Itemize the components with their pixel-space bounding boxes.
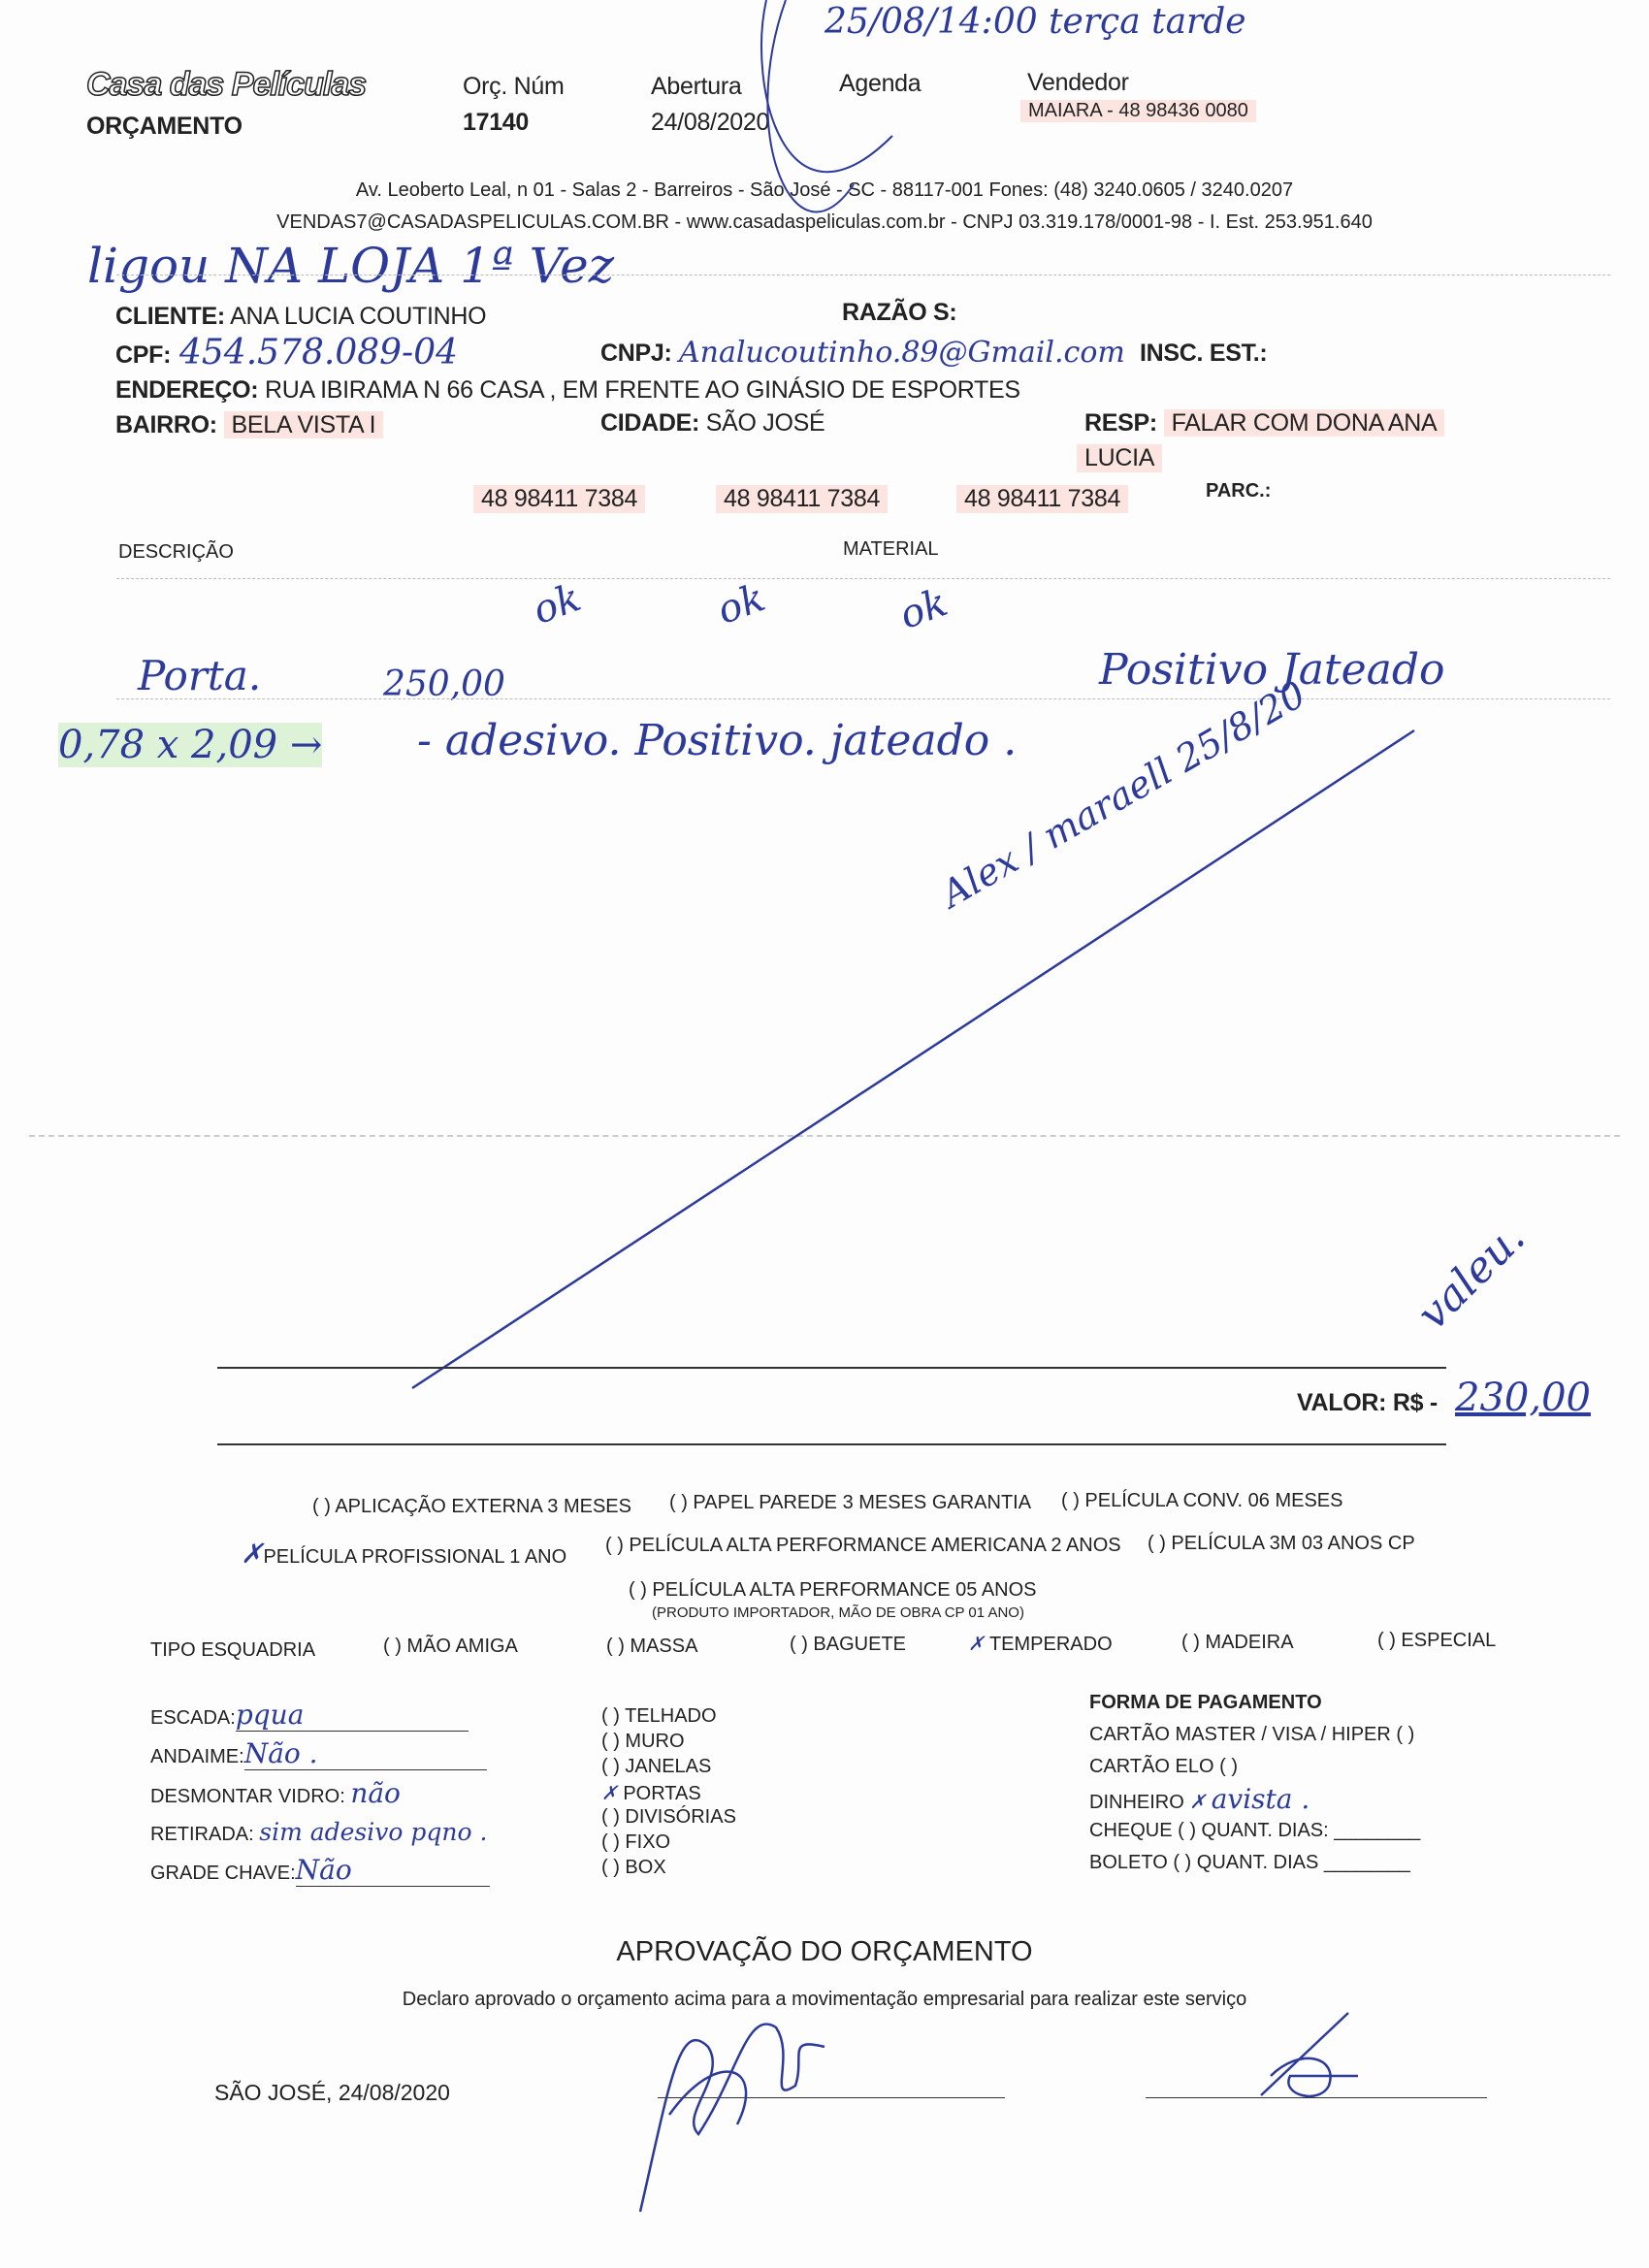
pagamento-cartao-master[interactable]: CARTÃO MASTER / VISA / HIPER ( ) [1089,1724,1415,1745]
escada-field: ESCADA:pqua [150,1700,469,1734]
orc-num-value: 17140 [463,109,530,136]
client-signature-line [658,2097,1005,2098]
bairro-field: BAIRRO: BELA VISTA I [115,411,384,439]
razao-label: RAZÃO S: [842,299,957,326]
item-price: 250,00 [383,664,505,704]
pagamento-cheque[interactable]: CHEQUE ( ) QUANT. DIAS: ________ [1089,1820,1421,1841]
abertura-value: 24/08/2020 [651,109,770,136]
valor-label: VALOR: R$ - [1297,1389,1438,1416]
divider [116,578,1610,579]
corner-mark: valeu. [1407,1213,1536,1340]
material-header: MATERIAL [843,538,939,560]
esquadria-temperado[interactable]: ✗ TEMPERADO [968,1632,1113,1655]
andaime-field: ANDAIME:Não . [150,1738,487,1773]
local-fixo[interactable]: ( ) FIXO [601,1831,671,1853]
esquadria-mao-amiga[interactable]: ( ) MÃO AMIGA [383,1636,518,1657]
local-janelas[interactable]: ( ) JANELAS [601,1756,712,1777]
option-pelicula-profissional[interactable]: ✗PELÍCULA PROFISSIONAL 1 ANO [241,1538,567,1570]
insc-est-label: INSC. EST.: [1140,340,1268,367]
resp-field: RESP: FALAR COM DONA ANA [1084,409,1445,437]
company-signature-line [1146,2097,1487,2098]
vendedor-value: MAIARA - 48 98436 0080 [1020,100,1256,122]
client-signature [638,2023,825,2213]
email-handwritten: Analucoutinho.89@Gmail.com [679,336,1125,370]
check-mark-icon: ✗ [241,1538,264,1570]
phone-2: 48 98411 7384 [716,485,889,513]
option-aplicacao-externa[interactable]: ( ) APLICAÇÃO EXTERNA 3 MESES [312,1496,631,1517]
option-note: (PRODUTO IMPORTADOR, MÃO DE OBRA CP 01 A… [652,1604,1024,1621]
option-alta-performance-2[interactable]: ( ) PELÍCULA ALTA PERFORMANCE AMERICANA … [605,1535,1121,1556]
local-portas[interactable]: ✗ PORTAS [601,1781,701,1804]
pagamento-title: FORMA DE PAGAMENTO [1089,1692,1322,1713]
item-description-2: - adesivo. Positivo. jateado . [417,716,1018,765]
local-muro[interactable]: ( ) MURO [601,1731,685,1752]
company-logo: Casa das Películas [85,65,368,104]
retirada-field: RETIRADA: sim adesivo pqno . [150,1818,488,1846]
phone-3: 48 98411 7384 [956,485,1129,513]
handwritten-note: ligou NA LOJA 1ª Vez [87,238,615,294]
esquadria-label: TIPO ESQUADRIA [150,1639,316,1661]
cpf-label: CPF: [115,341,172,369]
desmontar-vidro-field: DESMONTAR VIDRO: não [150,1777,401,1809]
option-alta-performance-5[interactable]: ( ) PELÍCULA ALTA PERFORMANCE 05 ANOS [629,1579,1037,1601]
divider [116,698,1610,699]
cliente-field: CLIENTE: ANA LUCIA COUTINHO [115,303,487,330]
company-signature [1260,2012,1358,2098]
aprovacao-title: APROVAÇÃO DO ORÇAMENTO [616,1936,1033,1967]
item-material: Positivo Jateado [1099,645,1445,695]
option-pelicula-conv[interactable]: ( ) PELÍCULA CONV. 06 MESES [1061,1490,1343,1511]
parc-label: PARC.: [1206,480,1272,502]
cidade-field: CIDADE: SÃO JOSÉ [600,409,825,437]
check-mark-icon: ✗ [1189,1790,1207,1813]
option-pelicula-3m[interactable]: ( ) PELÍCULA 3M 03 ANOS CP [1148,1533,1415,1554]
pagamento-cartao-elo[interactable]: CARTÃO ELO ( ) [1089,1756,1238,1777]
local-box[interactable]: ( ) BOX [601,1857,666,1878]
item-description: Porta. [138,652,262,699]
agenda-label: Agenda [839,70,922,97]
esquadria-especial[interactable]: ( ) ESPECIAL [1377,1630,1497,1651]
address-line: Av. Leoberto Leal, n 01 - Salas 2 - Barr… [355,179,1294,201]
check-mark-icon: ✗ [968,1632,985,1655]
check-mark-icon: ✗ [601,1781,618,1804]
descricao-header: DESCRIÇÃO [118,541,234,563]
local-divisorias[interactable]: ( ) DIVISÓRIAS [601,1806,736,1828]
valor-value: 230,00 [1455,1376,1591,1420]
cpf-value: 454.578.089-04 [179,333,458,373]
ok-mark: ok [527,575,587,633]
total-line [217,1443,1446,1445]
esquadria-madeira[interactable]: ( ) MADEIRA [1181,1632,1294,1653]
ok-mark: ok [711,575,771,633]
contact-line: VENDAS7@CASADASPELICULAS.COM.BR - www.ca… [276,211,1373,233]
agenda-handwritten: 25/08/14:00 terça tarde [824,2,1246,42]
total-line [217,1367,1446,1369]
fold-line [29,1135,1620,1137]
ok-mark: ok [893,580,954,638]
pagamento-boleto[interactable]: BOLETO ( ) QUANT. DIAS ________ [1089,1852,1410,1873]
aprovacao-text: Declaro aprovado o orçamento acima para … [402,1989,1247,2010]
document-type: ORÇAMENTO [86,113,242,140]
esquadria-baguete[interactable]: ( ) BAGUETE [790,1634,907,1655]
local-telhado[interactable]: ( ) TELHADO [601,1705,717,1727]
esquadria-massa[interactable]: ( ) MASSA [606,1636,698,1657]
vendedor-label: Vendedor [1027,69,1129,96]
resp-field-cont: LUCIA [1077,444,1163,472]
item-measure: 0,78 x 2,09 → [58,723,323,767]
cnpj-label: CNPJ: [600,340,672,367]
grade-chave-field: GRADE CHAVE:Não [150,1855,490,1890]
cancel-signature: Alex / maraell 25/8/20 [934,672,1313,916]
abertura-label: Abertura [651,73,742,100]
endereco-field: ENDEREÇO: RUA IBIRAMA N 66 CASA , EM FRE… [115,376,1020,404]
phone-1: 48 98411 7384 [473,485,646,513]
place-date: SÃO JOSÉ, 24/08/2020 [214,2080,450,2105]
option-papel-parede[interactable]: ( ) PAPEL PAREDE 3 MESES GARANTIA [669,1492,1032,1513]
pagamento-dinheiro[interactable]: DINHEIRO ✗ avista . [1089,1783,1310,1815]
orc-num-label: Orç. Núm [463,73,565,100]
